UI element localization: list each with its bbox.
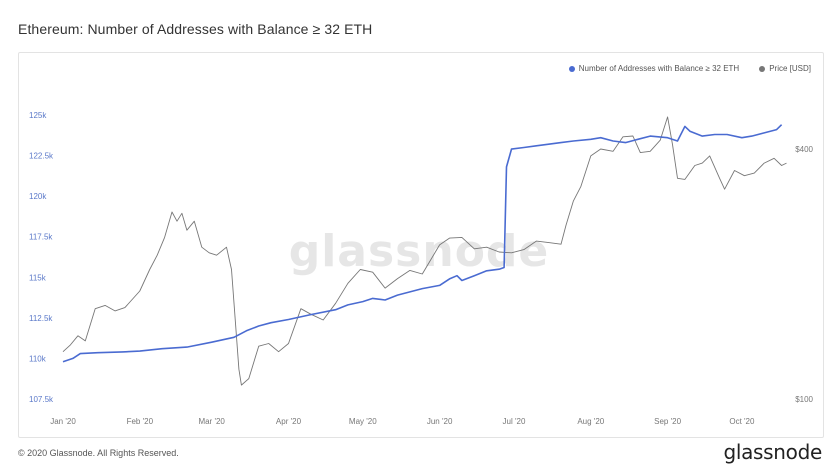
legend-item-addresses[interactable]: Number of Addresses with Balance ≥ 32 ET… bbox=[568, 64, 740, 73]
y-tick-label: 120k bbox=[29, 192, 47, 201]
chart-panel: Number of Addresses with Balance ≥ 32 ET… bbox=[18, 52, 824, 438]
x-tick-label: Jan '20 bbox=[50, 417, 76, 426]
y-tick-label: 125k bbox=[29, 111, 47, 120]
legend-label-addresses: Number of Addresses with Balance ≥ 32 ET… bbox=[578, 64, 740, 73]
x-tick-label: May '20 bbox=[349, 417, 377, 426]
y-right-tick-label: $100 bbox=[795, 395, 813, 404]
addresses-line bbox=[62, 124, 783, 363]
x-tick-label: Aug '20 bbox=[577, 417, 604, 426]
copyright-footer: © 2020 Glassnode. All Rights Reserved. bbox=[18, 448, 179, 458]
legend-label-price: Price [USD] bbox=[769, 64, 811, 73]
y-tick-label: 115k bbox=[29, 273, 47, 282]
x-tick-label: Jul '20 bbox=[503, 417, 526, 426]
y-right-tick-label: $400 bbox=[795, 145, 813, 154]
legend-dot-price bbox=[759, 65, 766, 72]
y-tick-label: 122.5k bbox=[29, 152, 54, 161]
chart-title: Ethereum: Number of Addresses with Balan… bbox=[18, 21, 373, 37]
y-tick-label: 110k bbox=[29, 354, 47, 363]
brand-logo: glassnode bbox=[723, 440, 822, 464]
x-tick-label: Jun '20 bbox=[427, 417, 453, 426]
legend-item-price[interactable]: Price [USD] bbox=[759, 64, 811, 73]
x-tick-label: Feb '20 bbox=[127, 417, 154, 426]
watermark: glassnode bbox=[289, 226, 550, 277]
x-tick-label: Mar '20 bbox=[198, 417, 225, 426]
chart-legend: Number of Addresses with Balance ≥ 32 ET… bbox=[568, 64, 811, 73]
y-tick-label: 107.5k bbox=[29, 395, 54, 404]
x-tick-label: Oct '20 bbox=[729, 417, 755, 426]
chart-plot: glassnode 107.5k 110k 112.5k 115k 117.5k 120k… bbox=[29, 111, 814, 426]
axis-layer: 107.5k 110k 112.5k 115k 117.5k 120k 122.5k 125k… bbox=[29, 111, 814, 426]
series-layer bbox=[62, 116, 787, 386]
y-tick-label: 112.5k bbox=[29, 314, 53, 323]
x-tick-label: Apr '20 bbox=[276, 417, 302, 426]
y-tick-label: 117.5k bbox=[29, 233, 53, 242]
price-line bbox=[62, 116, 787, 386]
x-tick-label: Sep '20 bbox=[654, 417, 681, 426]
legend-dot-addresses bbox=[568, 65, 575, 72]
